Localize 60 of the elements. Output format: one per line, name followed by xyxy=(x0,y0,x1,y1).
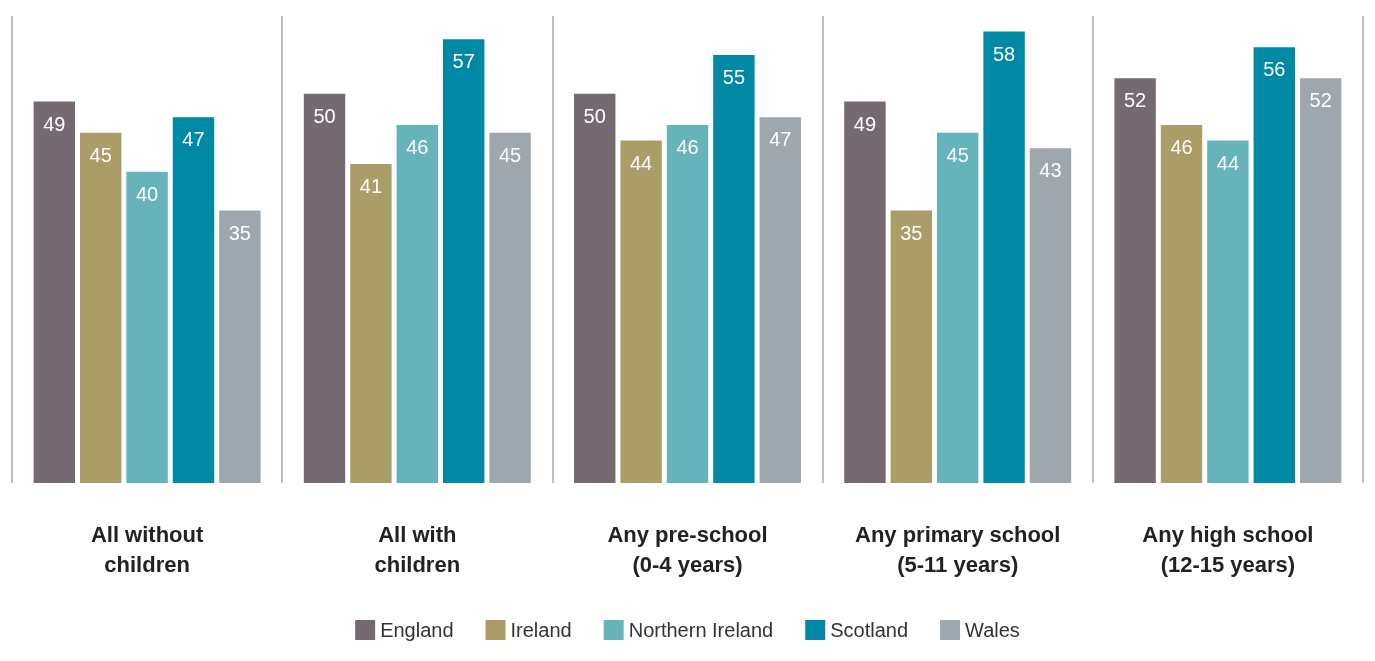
data-label: 45 xyxy=(498,143,522,166)
bar xyxy=(936,132,979,483)
data-label: 52 xyxy=(1309,89,1332,112)
legend-label: Northern Ireland xyxy=(628,619,774,641)
bar xyxy=(172,117,215,483)
x-tick-label: Any high school (12-15 years) xyxy=(1142,521,1314,577)
bar xyxy=(396,124,439,483)
bar xyxy=(1160,124,1203,483)
bar xyxy=(126,171,168,483)
data-label: 40 xyxy=(135,182,159,205)
bar xyxy=(442,39,485,483)
bar xyxy=(1029,148,1072,483)
bar xyxy=(489,132,531,483)
data-label: 50 xyxy=(583,104,606,127)
legend-label: England xyxy=(380,619,454,641)
data-label: 49 xyxy=(853,112,877,135)
data-label: 41 xyxy=(359,174,383,197)
bar xyxy=(1299,78,1342,483)
data-label: 47 xyxy=(769,128,792,151)
legend-label: Wales xyxy=(965,619,1020,641)
x-tick-label: All with children xyxy=(374,521,461,577)
bar xyxy=(713,54,755,483)
bar xyxy=(1114,78,1156,483)
data-label: 56 xyxy=(1263,58,1286,81)
data-label: 55 xyxy=(722,65,746,88)
data-label: 57 xyxy=(452,50,475,73)
legend-label: Ireland xyxy=(510,619,572,641)
bar xyxy=(844,101,886,483)
bar xyxy=(666,124,709,483)
bar xyxy=(1253,47,1295,483)
bar xyxy=(759,117,801,483)
data-label: 47 xyxy=(182,128,205,151)
data-label: 44 xyxy=(629,151,653,174)
x-tick-label: Any pre-school (0-4 years) xyxy=(607,521,768,577)
data-label: 35 xyxy=(228,221,251,244)
data-label: 46 xyxy=(406,135,429,158)
bar xyxy=(33,101,76,483)
data-label: 52 xyxy=(1124,89,1147,112)
data-label: 43 xyxy=(1039,159,1062,182)
x-tick-label: All without children xyxy=(90,521,204,577)
bar xyxy=(890,210,933,483)
bar xyxy=(80,132,122,483)
bar xyxy=(620,140,662,483)
data-label: 58 xyxy=(992,42,1016,65)
data-label: 46 xyxy=(676,135,699,158)
data-label: 46 xyxy=(1170,135,1193,158)
data-label: 45 xyxy=(946,143,969,166)
bar xyxy=(574,93,616,483)
data-label: 44 xyxy=(1216,151,1240,174)
data-label: 35 xyxy=(900,221,923,244)
bar xyxy=(303,93,346,483)
x-tick-label: Any primary school (5-11 years) xyxy=(855,521,1061,577)
bar xyxy=(1207,140,1249,483)
data-label: 50 xyxy=(313,104,336,127)
data-label: 49 xyxy=(43,112,66,135)
legend-label: Scotland xyxy=(830,619,909,641)
bar xyxy=(983,31,1025,483)
data-label: 45 xyxy=(89,143,112,166)
bar xyxy=(219,210,261,483)
bar xyxy=(350,163,392,483)
